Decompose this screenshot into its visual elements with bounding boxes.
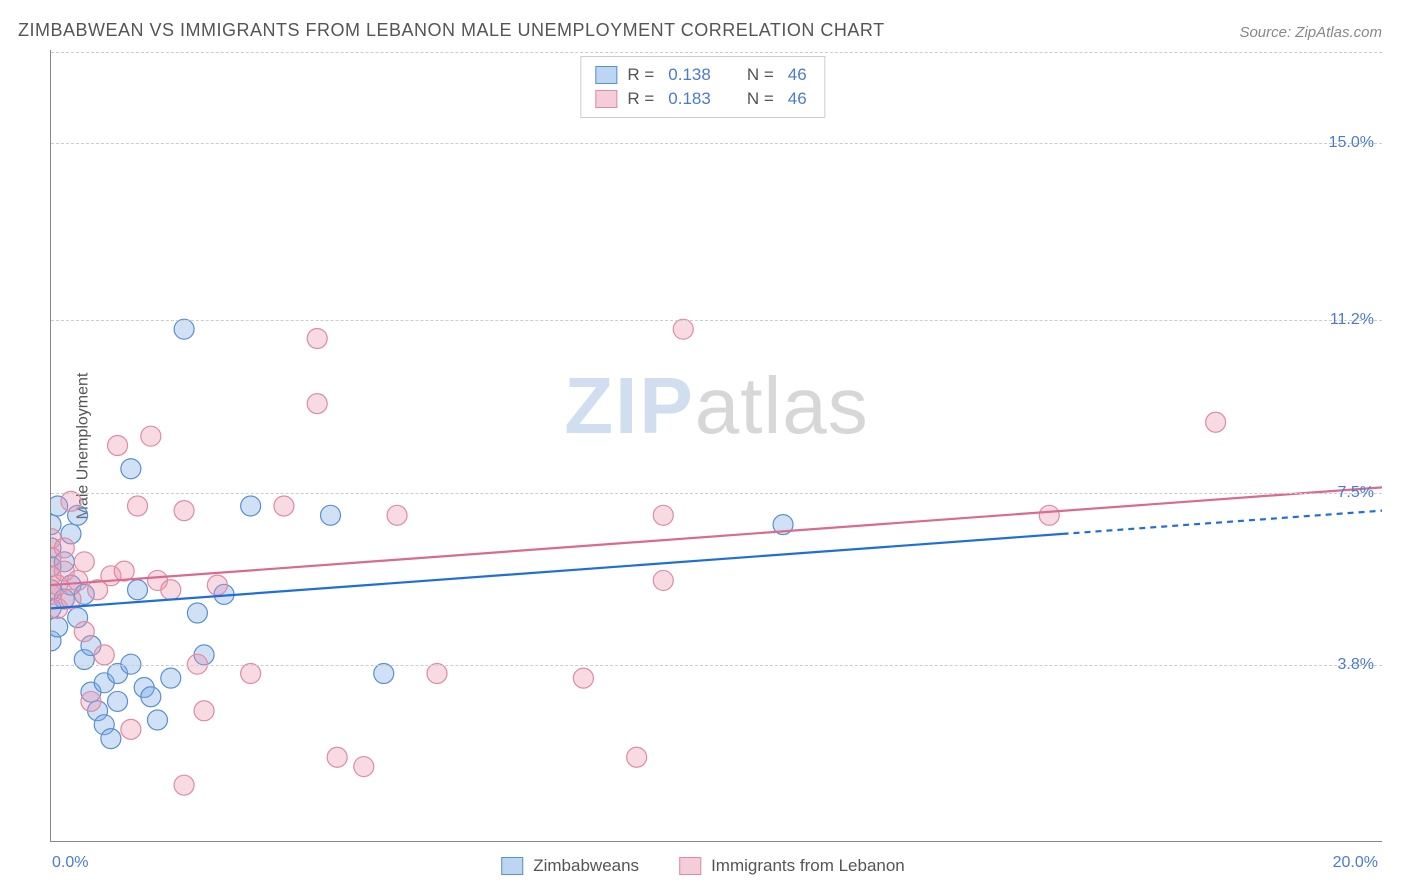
correlation-legend-row: R = 0.183 N = 46 (595, 87, 810, 111)
data-point (321, 505, 341, 525)
data-point (141, 687, 161, 707)
chart-svg (51, 50, 1382, 841)
r-label: R = (627, 89, 654, 109)
source-attribution: Source: ZipAtlas.com (1239, 24, 1382, 41)
n-value: 46 (788, 65, 807, 85)
data-point (121, 719, 141, 739)
data-point (108, 436, 128, 456)
series-legend-item: Immigrants from Lebanon (679, 856, 905, 876)
series-legend: Zimbabweans Immigrants from Lebanon (501, 856, 905, 876)
y-tick-label: 7.5% (1338, 484, 1374, 502)
data-point (374, 664, 394, 684)
data-point (74, 622, 94, 642)
data-point (141, 426, 161, 446)
n-value: 46 (788, 89, 807, 109)
gridline (51, 52, 1382, 53)
correlation-legend-row: R = 0.138 N = 46 (595, 63, 810, 87)
x-tick-label: 20.0% (1333, 854, 1378, 872)
data-point (327, 747, 347, 767)
data-point (61, 491, 81, 511)
legend-swatch (595, 90, 617, 108)
chart-title: ZIMBABWEAN VS IMMIGRANTS FROM LEBANON MA… (18, 20, 885, 41)
data-point (673, 319, 693, 339)
y-tick-label: 11.2% (1330, 311, 1374, 329)
n-label: N = (747, 89, 774, 109)
data-point (354, 757, 374, 777)
gridline (51, 320, 1382, 321)
gridline (51, 493, 1382, 494)
correlation-legend: R = 0.138 N = 46 R = 0.183 N = 46 (580, 56, 825, 118)
data-point (81, 691, 101, 711)
data-point (274, 496, 294, 516)
data-point (207, 575, 227, 595)
x-tick-label: 0.0% (52, 854, 88, 872)
data-point (1206, 412, 1226, 432)
series-legend-item: Zimbabweans (501, 856, 639, 876)
data-point (174, 775, 194, 795)
n-label: N = (747, 65, 774, 85)
data-point (174, 501, 194, 521)
data-point (241, 664, 261, 684)
legend-swatch (501, 857, 523, 875)
data-point (161, 668, 181, 688)
r-value: 0.138 (668, 65, 711, 85)
data-point (108, 691, 128, 711)
trend-line-extrapolated (1063, 511, 1382, 534)
data-point (573, 668, 593, 688)
data-point (161, 580, 181, 600)
r-value: 0.183 (668, 89, 711, 109)
data-point (128, 496, 148, 516)
data-point (128, 580, 148, 600)
legend-swatch (679, 857, 701, 875)
data-point (1039, 505, 1059, 525)
data-point (121, 459, 141, 479)
data-point (68, 570, 88, 590)
trend-line (51, 534, 1063, 608)
chart-plot-area: ZIPatlas 3.8%7.5%11.2%15.0% (50, 50, 1382, 842)
data-point (94, 645, 114, 665)
data-point (627, 747, 647, 767)
data-point (147, 710, 167, 730)
series-name: Zimbabweans (533, 856, 639, 876)
data-point (427, 664, 447, 684)
data-point (51, 617, 68, 637)
data-point (387, 505, 407, 525)
gridline (51, 665, 1382, 666)
gridline (51, 143, 1382, 144)
r-label: R = (627, 65, 654, 85)
legend-swatch (595, 66, 617, 84)
data-point (74, 552, 94, 572)
data-point (187, 603, 207, 623)
y-tick-label: 15.0% (1329, 134, 1374, 152)
data-point (241, 496, 261, 516)
data-point (653, 505, 673, 525)
data-point (174, 319, 194, 339)
data-point (307, 394, 327, 414)
data-point (653, 570, 673, 590)
data-point (307, 328, 327, 348)
data-point (194, 701, 214, 721)
y-tick-label: 3.8% (1338, 656, 1374, 674)
data-point (101, 729, 121, 749)
data-point (54, 538, 74, 558)
series-name: Immigrants from Lebanon (711, 856, 905, 876)
